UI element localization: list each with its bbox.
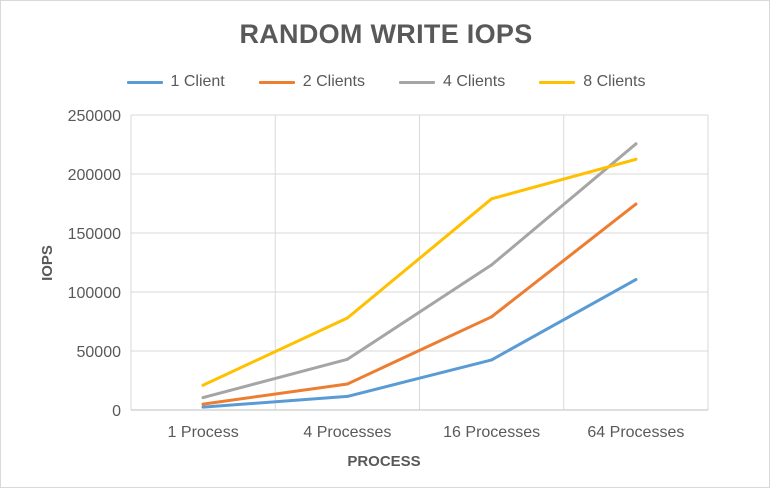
data-point (634, 202, 638, 206)
x-tick-label: 16 Processes (443, 424, 540, 441)
data-point (345, 382, 349, 386)
y-tick-label: 50000 (77, 344, 122, 361)
x-axis-title: PROCESS (347, 453, 420, 470)
data-point (490, 315, 494, 319)
y-tick-label: 200000 (68, 167, 121, 184)
legend-swatch-series-0 (126, 80, 163, 84)
data-point (634, 142, 638, 146)
legend-swatch-series-1 (258, 80, 295, 84)
data-point (634, 278, 638, 282)
x-tick-label: 1 Process (168, 424, 239, 441)
legend-label-series-0: 1 Client (170, 73, 225, 90)
data-point (201, 396, 205, 400)
data-point (490, 263, 494, 267)
legend-label-series-1: 2 Clients (302, 73, 365, 90)
y-axis-ticks: 0 50000 100000 150000 200000 250000 (68, 108, 121, 420)
chart-title: RANDOM WRITE IOPS (239, 19, 533, 49)
data-point (490, 358, 494, 362)
series-line-2 (201, 142, 638, 400)
legend-item-series-3: 8 Clients (539, 73, 646, 91)
data-point (345, 394, 349, 398)
gridlines (130, 114, 709, 411)
x-axis-ticks: 1 Process 4 Processes 16 Processes 64 Proce… (168, 424, 685, 441)
chart-legend: 1 Client 2 Clients 4 Clients 8 Clients (1, 73, 770, 91)
data-point (201, 405, 205, 409)
y-axis-title: IOPS (39, 245, 56, 281)
legend-swatch-series-3 (539, 80, 576, 84)
series-line-1 (201, 202, 638, 406)
series-line-0 (201, 278, 638, 409)
data-point (201, 402, 205, 406)
legend-label-series-2: 4 Clients (443, 73, 506, 90)
data-point (345, 316, 349, 320)
y-tick-label: 150000 (68, 226, 121, 243)
data-point (345, 357, 349, 361)
legend-item-series-1: 2 Clients (258, 73, 365, 91)
series-lines (201, 142, 638, 409)
data-point (201, 383, 205, 387)
x-tick-label: 4 Processes (303, 424, 391, 441)
y-tick-label: 0 (112, 403, 121, 420)
series-line-3 (201, 157, 638, 387)
legend-label-series-3: 8 Clients (583, 73, 646, 90)
legend-swatch-series-2 (399, 80, 435, 84)
data-point (490, 197, 494, 201)
y-tick-label: 100000 (68, 285, 121, 302)
data-point (634, 157, 638, 161)
y-tick-label: 250000 (68, 108, 121, 125)
legend-item-series-2: 4 Clients (399, 73, 505, 91)
legend-item-series-0: 1 Client (126, 73, 225, 91)
x-tick-label: 64 Processes (587, 424, 684, 441)
